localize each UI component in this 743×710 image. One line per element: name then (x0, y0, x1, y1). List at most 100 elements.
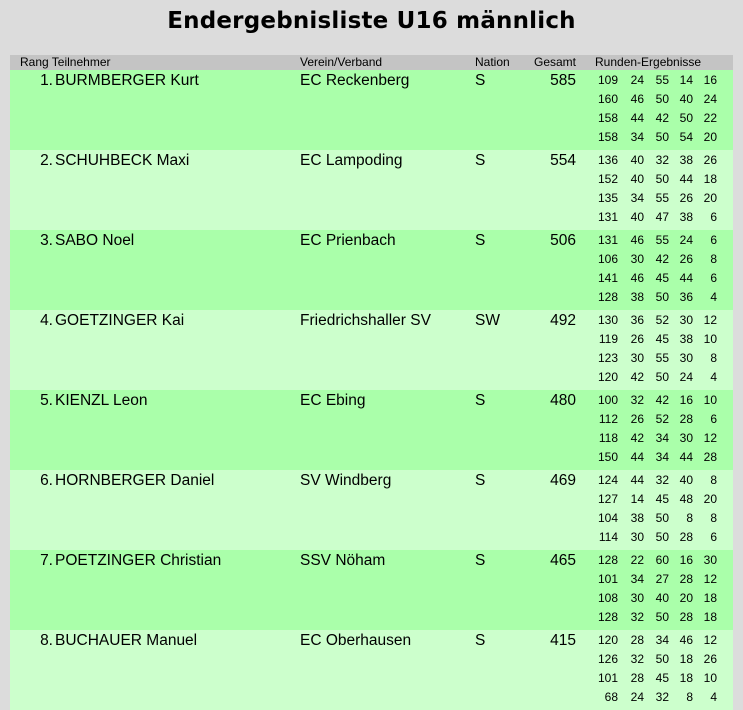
round-value: 12 (703, 431, 717, 445)
round-value: 36 (630, 313, 644, 327)
round-line: 106 30 42 26 8 (594, 253, 718, 272)
results-table: Rang Teilnehmer Verein/Verband Nation Ge… (10, 55, 733, 710)
round-value: 30 (703, 553, 717, 567)
nation-code: S (475, 72, 486, 89)
participant-name: GOETZINGER Kai (55, 312, 185, 329)
round-value: 152 (597, 172, 618, 186)
round-value: 123 (597, 351, 618, 365)
nation-code: S (475, 152, 486, 169)
header-total: Gesamt (534, 55, 577, 69)
round-line: 150 44 34 44 28 (594, 451, 718, 470)
nation-code: SW (475, 312, 500, 329)
round-value: 24 (679, 370, 693, 384)
round-value: 40 (679, 92, 693, 106)
round-value: 26 (703, 153, 717, 167)
round-value: 50 (655, 92, 669, 106)
round-value: 8 (710, 252, 717, 266)
round-value: 38 (679, 332, 693, 346)
club-name: Friedrichshaller SV (300, 312, 431, 329)
round-value: 42 (655, 252, 669, 266)
table-row: 4. GOETZINGER Kai Friedrichshaller SV SW 492… (10, 310, 733, 390)
round-value: 16 (679, 553, 693, 567)
round-value: 12 (703, 313, 717, 327)
nation-code: S (475, 392, 486, 409)
round-value: 50 (655, 511, 669, 525)
round-value: 38 (630, 290, 644, 304)
round-results: 124 44 32 40 8 127 14 45 48 20 104 38 50 8 8 114 30 50 28 6 (594, 474, 718, 550)
round-value: 44 (630, 473, 644, 487)
round-value: 109 (597, 73, 618, 87)
rank-cell: 2. (40, 152, 53, 169)
round-line: 160 46 50 40 24 (594, 93, 718, 112)
round-value: 50 (655, 290, 669, 304)
round-value: 135 (597, 191, 618, 205)
round-value: 6 (710, 271, 717, 285)
total-score: 506 (550, 232, 576, 249)
round-value: 50 (655, 610, 669, 624)
round-line: 109 24 55 14 16 (594, 74, 718, 93)
round-value: 26 (703, 652, 717, 666)
round-value: 6 (710, 210, 717, 224)
round-line: 123 30 55 30 8 (594, 352, 718, 371)
round-value: 28 (679, 412, 693, 426)
round-value: 16 (703, 73, 717, 87)
round-value: 8 (710, 511, 717, 525)
round-line: 112 26 52 28 6 (594, 413, 718, 432)
round-value: 131 (597, 233, 618, 247)
round-value: 22 (630, 553, 644, 567)
round-value: 47 (655, 210, 669, 224)
round-value: 34 (655, 450, 669, 464)
round-value: 12 (703, 572, 717, 586)
round-value: 16 (679, 393, 693, 407)
round-line: 126 32 50 18 26 (594, 653, 718, 672)
round-line: 158 34 50 54 20 (594, 131, 718, 150)
round-value: 30 (630, 252, 644, 266)
round-value: 50 (679, 111, 693, 125)
round-value: 28 (679, 610, 693, 624)
round-value: 6 (710, 233, 717, 247)
round-value: 55 (655, 73, 669, 87)
round-value: 68 (604, 690, 618, 704)
round-value: 20 (703, 492, 717, 506)
round-value: 50 (655, 172, 669, 186)
round-value: 42 (630, 370, 644, 384)
page-title: Endergebnisliste U16 männlich (167, 8, 576, 34)
table-row: 2. SCHUHBECK Maxi EC Lampoding S 554 136 40 32 3… (10, 150, 733, 230)
round-value: 18 (703, 610, 717, 624)
round-value: 38 (679, 210, 693, 224)
table-row: 3. SABO Noel EC Prienbach S 506 131 46 55 24 6 106… (10, 230, 733, 310)
round-value: 10 (703, 332, 717, 346)
round-value: 28 (679, 572, 693, 586)
round-value: 6 (710, 412, 717, 426)
round-value: 28 (630, 633, 644, 647)
round-value: 44 (630, 450, 644, 464)
round-line: 128 32 50 28 18 (594, 611, 718, 630)
round-value: 34 (655, 431, 669, 445)
round-results: 100 32 42 16 10 112 26 52 28 6 118 42 34 30 12 150 44 34 4… (594, 394, 718, 470)
round-value: 42 (630, 431, 644, 445)
round-value: 8 (710, 351, 717, 365)
nation-code: S (475, 632, 486, 649)
round-value: 46 (630, 233, 644, 247)
round-value: 26 (679, 191, 693, 205)
nation-code: S (475, 232, 486, 249)
header-rank-name: Rang Teilnehmer (20, 55, 111, 69)
round-value: 128 (597, 553, 618, 567)
round-value: 10 (703, 671, 717, 685)
round-value: 24 (679, 233, 693, 247)
round-value: 112 (598, 412, 618, 426)
round-value: 32 (655, 153, 669, 167)
header-rounds: Runden-Ergebnisse (595, 55, 702, 69)
round-value: 40 (630, 172, 644, 186)
round-value: 28 (679, 530, 693, 544)
header-nation: Nation (475, 55, 510, 69)
round-value: 24 (630, 73, 644, 87)
total-score: 465 (550, 552, 576, 569)
round-value: 28 (630, 671, 644, 685)
round-value: 130 (597, 313, 618, 327)
round-value: 34 (630, 572, 644, 586)
round-results: 130 36 52 30 12 119 26 45 38 10 123 30 55 30 8 120 42 50 2… (594, 314, 718, 390)
round-value: 50 (655, 130, 669, 144)
round-value: 38 (630, 511, 644, 525)
round-value: 40 (630, 153, 644, 167)
